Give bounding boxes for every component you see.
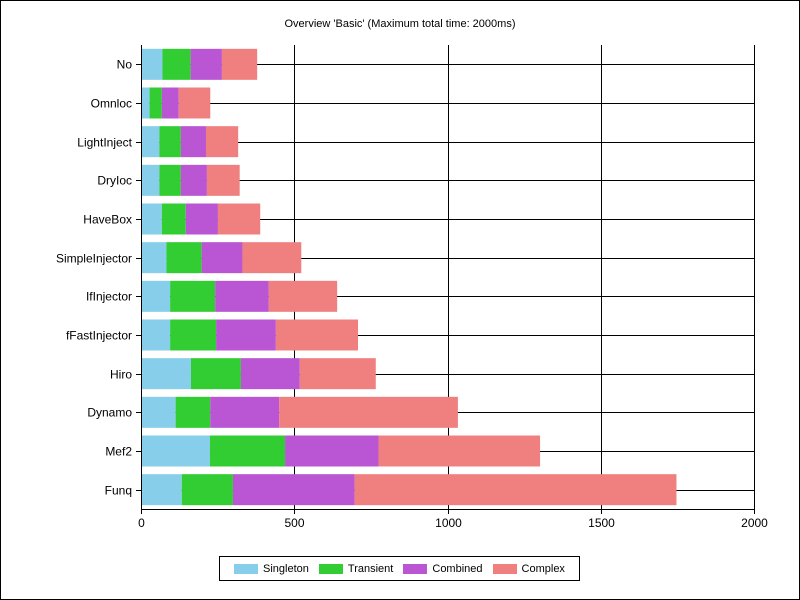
bar-combined-ifinjector bbox=[215, 280, 269, 312]
bar-transient-omnloc bbox=[149, 87, 162, 119]
x-tick-label: 1000 bbox=[435, 516, 462, 530]
legend-label: Complex bbox=[521, 562, 565, 575]
bar-complex-hiro bbox=[299, 358, 376, 390]
bar-transient-lightinject bbox=[159, 126, 181, 158]
legend-item-singleton: Singleton bbox=[234, 563, 309, 575]
x-tick-label: 0 bbox=[138, 516, 145, 530]
bar-combined-mef2 bbox=[285, 435, 379, 467]
legend-swatch bbox=[318, 563, 343, 574]
legend-item-complex: Complex bbox=[492, 562, 565, 575]
bar-complex-omnloc bbox=[178, 87, 211, 119]
legend-swatch bbox=[234, 563, 259, 574]
bar-complex-havebox bbox=[217, 203, 261, 235]
bar-complex-mef2 bbox=[378, 435, 541, 467]
y-category-label: DryIoc bbox=[97, 174, 132, 188]
bar-complex-no bbox=[221, 48, 258, 80]
bar-singleton-mef2 bbox=[141, 435, 210, 467]
bar-transient-ffastinjector bbox=[170, 319, 217, 351]
bar-combined-omnloc bbox=[161, 87, 179, 119]
bar-transient-simpleinjector bbox=[166, 242, 202, 274]
y-category-label: Dynamo bbox=[87, 406, 132, 420]
chart-title: Overview 'Basic' (Maximum total time: 20… bbox=[284, 18, 516, 30]
bar-complex-dryioc bbox=[206, 164, 240, 196]
bar-singleton-funq bbox=[141, 474, 182, 506]
legend-item-transient: Transient bbox=[318, 562, 394, 575]
bar-complex-ffastinjector bbox=[275, 319, 359, 351]
x-tick-label: 500 bbox=[284, 516, 304, 530]
chart-legend: Singleton Transient Combined Complex bbox=[219, 556, 580, 581]
bar-complex-funq bbox=[354, 474, 677, 506]
x-tick-label: 1500 bbox=[588, 516, 615, 530]
legend-label: Singleton bbox=[263, 562, 309, 575]
y-category-label: HaveBox bbox=[83, 213, 132, 227]
bar-transient-no bbox=[162, 48, 191, 80]
y-category-label: Mef2 bbox=[105, 445, 132, 459]
bar-combined-lightinject bbox=[180, 126, 206, 158]
y-category-label: Hiro bbox=[110, 368, 132, 382]
y-category-label: fFastInjector bbox=[66, 329, 132, 343]
bar-transient-havebox bbox=[161, 203, 186, 235]
bar-combined-havebox bbox=[185, 203, 218, 235]
bar-singleton-no bbox=[141, 48, 163, 80]
legend-label: Combined bbox=[432, 562, 483, 575]
bar-singleton-havebox bbox=[141, 203, 162, 235]
bar-complex-lightinject bbox=[205, 126, 239, 158]
bar-singleton-ifinjector bbox=[141, 280, 171, 312]
bar-singleton-simpleinjector bbox=[141, 242, 167, 274]
bar-combined-simpleinjector bbox=[201, 242, 243, 274]
bar-combined-hiro bbox=[240, 358, 300, 390]
legend-item-combined: Combined bbox=[403, 562, 483, 575]
y-category-label: No bbox=[117, 58, 133, 72]
bar-combined-dynamo bbox=[210, 396, 280, 428]
y-category-label: LightInject bbox=[77, 136, 132, 150]
bar-transient-dryioc bbox=[159, 164, 181, 196]
bar-singleton-omnloc bbox=[141, 87, 150, 119]
bar-transient-mef2 bbox=[209, 435, 286, 467]
y-category-label: IfInjector bbox=[86, 290, 132, 304]
bar-singleton-hiro bbox=[141, 358, 191, 390]
bar-complex-dynamo bbox=[279, 396, 458, 428]
legend-label: Transient bbox=[347, 562, 394, 575]
bar-singleton-dynamo bbox=[141, 396, 176, 428]
x-tick-label: 2000 bbox=[741, 516, 768, 530]
bar-transient-funq bbox=[181, 474, 233, 506]
bar-combined-no bbox=[190, 48, 222, 80]
bar-complex-simpleinjector bbox=[242, 242, 302, 274]
bar-transient-hiro bbox=[190, 358, 241, 390]
y-category-label: Omnloc bbox=[91, 97, 132, 111]
bar-combined-funq bbox=[232, 474, 355, 506]
y-category-label: Funq bbox=[105, 484, 132, 498]
bar-singleton-lightinject bbox=[141, 126, 160, 158]
legend-swatch bbox=[403, 563, 428, 574]
bar-combined-dryioc bbox=[180, 164, 207, 196]
legend-swatch bbox=[492, 563, 517, 574]
bar-transient-dynamo bbox=[175, 396, 211, 428]
bar-transient-ifinjector bbox=[170, 280, 216, 312]
y-category-label: SimpleInjector bbox=[56, 252, 132, 266]
bar-combined-ffastinjector bbox=[216, 319, 276, 351]
bar-singleton-dryioc bbox=[141, 164, 160, 196]
bar-complex-ifinjector bbox=[268, 280, 338, 312]
bar-singleton-ffastinjector bbox=[141, 319, 171, 351]
